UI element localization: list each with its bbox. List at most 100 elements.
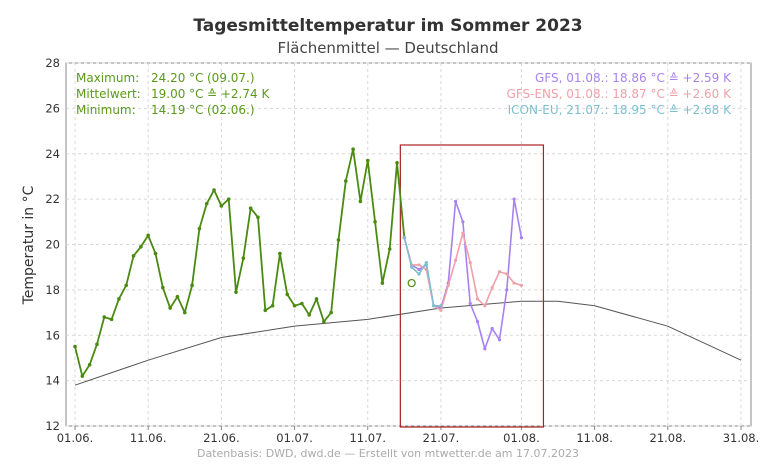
x-tick-label: 11.08. <box>576 431 613 445</box>
gfs-point <box>468 301 472 306</box>
chart-title: Tagesmitteltemperatur im Sommer 2023 <box>193 16 582 36</box>
gfs-point <box>461 220 465 224</box>
y-tick-label: 14 <box>45 374 60 388</box>
observed-point <box>241 256 246 260</box>
stat-value: 14.19 °C <box>151 103 204 117</box>
legend-entry: GFS, 01.08.: 18.86 °C ≙ +2.59 K <box>535 71 732 85</box>
stat-label: Maximum: <box>76 71 139 85</box>
gfs-ens-point <box>505 272 509 276</box>
x-tick-label: 21.08. <box>650 431 687 445</box>
x-tick-label: 01.06. <box>57 431 94 445</box>
icon-eu-point <box>402 236 406 240</box>
observed-point <box>131 254 136 258</box>
icon-eu-line <box>403 237 441 307</box>
legend-entry: GFS-ENS, 01.08.: 18.87 °C ≙ +2.60 K <box>507 87 733 101</box>
stat-extra: ≙ +2.74 K <box>207 87 270 101</box>
gfs-point <box>512 197 516 201</box>
observed-point <box>212 188 216 192</box>
y-tick-label: 22 <box>45 192 60 206</box>
observed-point <box>124 283 129 288</box>
gfs-point <box>505 288 509 292</box>
forecast-box <box>399 144 545 428</box>
observed-point <box>153 251 158 256</box>
icon-eu-point <box>439 304 443 308</box>
gfs-ens-point <box>439 308 443 312</box>
y-tick-label: 24 <box>45 147 60 161</box>
observed-point <box>373 220 377 224</box>
gfs-point <box>497 338 502 342</box>
gfs-point <box>475 320 480 324</box>
observed-point <box>380 281 385 285</box>
gfs-point <box>490 326 494 331</box>
observed-point <box>336 238 341 242</box>
icon-eu-point <box>410 265 414 269</box>
y-tick-label: 16 <box>45 328 60 342</box>
observed-point <box>95 342 99 347</box>
gfs-point <box>519 236 524 240</box>
observed-point <box>146 233 150 238</box>
gfs-ens-point <box>461 231 465 235</box>
y-tick-label: 26 <box>45 101 60 115</box>
y-tick-label: 28 <box>45 56 60 70</box>
x-tick-label: 21.06. <box>203 431 240 445</box>
observed-point <box>285 292 290 297</box>
observed-point <box>387 247 392 251</box>
gfs-ens-point <box>512 281 516 285</box>
gfs-ens-point <box>475 297 480 301</box>
observed-point <box>190 283 194 288</box>
stat-extra: (09.07.) <box>207 71 255 85</box>
gfs-ens-point <box>417 263 421 267</box>
stat-value: 19.00 °C <box>151 87 204 101</box>
legend-entry: ICON-EU, 21.07.: 18.95 °C ≙ +2.68 K <box>508 103 733 117</box>
observed-point <box>87 362 92 367</box>
observed-point <box>358 199 363 204</box>
x-tick-label: 21.07. <box>423 431 460 445</box>
gfs-point <box>483 347 487 351</box>
observed-point <box>365 158 370 163</box>
observed-point <box>292 303 297 308</box>
icon-eu-point <box>417 272 421 276</box>
gfs-ens-point <box>453 258 458 262</box>
observed-point <box>395 161 399 165</box>
stat-extra: (02.06.) <box>207 103 255 117</box>
observed-point <box>248 206 253 210</box>
footer-credit: Datenbasis: DWD, dwd.de — Erstellt von m… <box>197 447 579 460</box>
observed-point <box>139 244 143 249</box>
observed-point <box>314 297 319 301</box>
observed-point <box>226 197 231 201</box>
observed-point <box>204 201 209 206</box>
observed-point <box>270 303 275 308</box>
chart-subtitle: Flächenmittel — Deutschland <box>277 39 498 57</box>
plot-area: 12 14 16 18 20 22 24 26 28 01.06. 11.06. 21.06. 01.0… <box>45 56 759 445</box>
observed-point <box>351 147 355 152</box>
gfs-point <box>417 267 421 272</box>
icon-eu-point <box>424 261 428 265</box>
stat-label: Mittelwert: <box>76 87 141 101</box>
x-tick-label: 31.08. <box>723 431 760 445</box>
observed-point <box>175 294 180 299</box>
x-tick-label: 01.07. <box>276 431 313 445</box>
gfs-ens-point <box>490 286 494 290</box>
observed-point <box>168 306 172 310</box>
icon-eu-point <box>432 304 436 308</box>
observed-point <box>182 310 187 315</box>
y-tick-label: 12 <box>45 419 60 433</box>
gfs-ens-point <box>497 270 502 274</box>
observed-point <box>109 317 114 322</box>
y-axis-label: Temperatur in °C <box>21 185 37 305</box>
gfs-point <box>453 199 458 203</box>
observed-point <box>329 310 333 315</box>
observed-point <box>80 374 85 378</box>
x-tick-label: 11.07. <box>349 431 386 445</box>
x-tick-label: 01.08. <box>503 431 540 445</box>
climatology-line <box>74 300 742 386</box>
gfs-ens-point <box>519 283 524 287</box>
observed-point <box>73 344 77 349</box>
gfs-ens-point <box>446 283 450 287</box>
observed-point <box>256 215 260 220</box>
observed-point <box>300 301 304 306</box>
observed-point <box>117 297 121 301</box>
stat-label: Minimum: <box>76 103 136 117</box>
